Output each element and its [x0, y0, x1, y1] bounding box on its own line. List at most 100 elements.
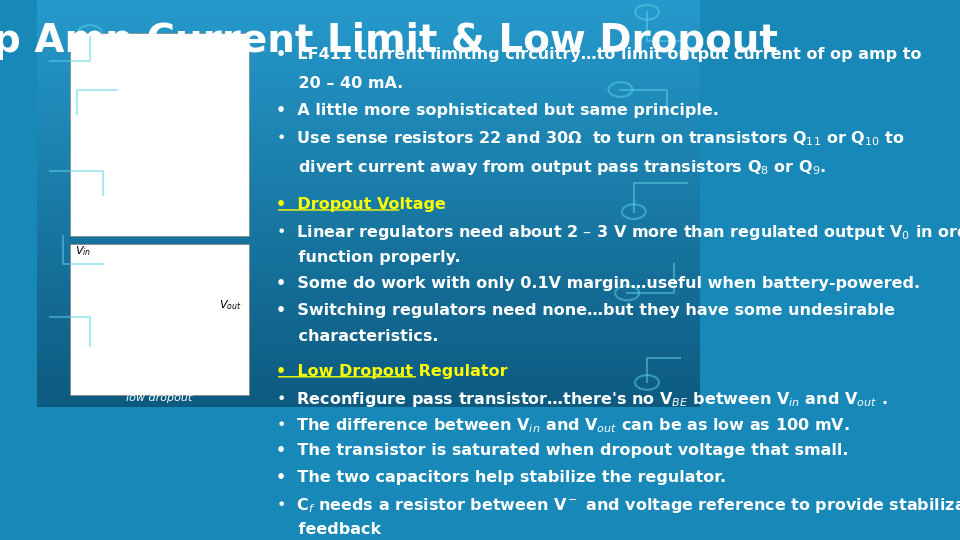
Bar	[36, 69, 700, 73]
Bar	[36, 195, 700, 199]
Bar	[36, 321, 700, 326]
Bar	[36, 146, 700, 151]
Bar	[36, 77, 700, 82]
Bar	[36, 382, 700, 387]
Bar	[36, 260, 700, 265]
Bar	[36, 191, 700, 195]
Bar	[36, 204, 700, 207]
Bar	[36, 305, 700, 309]
Bar	[36, 93, 700, 98]
Bar	[36, 21, 700, 24]
Text: •  Dropout Voltage: • Dropout Voltage	[276, 197, 445, 212]
Bar	[36, 387, 700, 390]
Bar	[36, 82, 700, 85]
Text: •  The two capacitors help stabilize the regulator.: • The two capacitors help stabilize the …	[276, 470, 726, 484]
Bar	[36, 159, 700, 163]
Bar	[36, 362, 700, 366]
Bar	[36, 370, 700, 374]
Bar	[36, 130, 700, 134]
Bar	[36, 32, 700, 37]
Bar	[36, 273, 700, 276]
Bar	[36, 207, 700, 212]
Bar	[36, 354, 700, 358]
Text: function properly.: function properly.	[276, 250, 460, 265]
Bar	[36, 73, 700, 77]
Bar	[36, 122, 700, 126]
Text: low dropout: low dropout	[127, 393, 193, 403]
Text: feedback: feedback	[276, 523, 381, 537]
Bar	[36, 379, 700, 382]
Bar	[36, 16, 700, 21]
Text: characteristics.: characteristics.	[276, 329, 438, 344]
Bar	[36, 313, 700, 318]
Bar	[36, 163, 700, 167]
Text: Op Amp Current Limit & Low Dropout: Op Amp Current Limit & Low Dropout	[0, 22, 778, 60]
Text: •  Switching regulators need none…but they have some undesirable: • Switching regulators need none…but the…	[276, 303, 895, 318]
Bar	[36, 12, 700, 16]
Bar	[36, 8, 700, 12]
Bar	[36, 395, 700, 399]
Bar	[36, 318, 700, 321]
Bar	[36, 114, 700, 118]
Bar	[36, 276, 700, 281]
Bar	[36, 167, 700, 171]
Bar	[36, 338, 700, 342]
Bar	[36, 53, 700, 57]
Bar	[36, 154, 700, 159]
Bar	[36, 346, 700, 350]
Bar	[36, 224, 700, 228]
Bar	[36, 199, 700, 204]
Bar	[36, 24, 700, 29]
Bar	[36, 289, 700, 293]
Bar	[36, 297, 700, 301]
Bar	[36, 110, 700, 114]
Text: •  Use sense resistors 22 and 30Ω  to turn on transistors Q$_{11}$ or Q$_{10}$ t: • Use sense resistors 22 and 30Ω to turn…	[276, 129, 904, 148]
Bar	[36, 232, 700, 236]
Bar	[36, 179, 700, 183]
Bar	[36, 0, 700, 4]
Bar	[36, 4, 700, 8]
Bar	[36, 29, 700, 32]
Text: •  C$_f$ needs a resistor between V$^-$ and voltage reference to provide stabili: • C$_f$ needs a resistor between V$^-$ a…	[276, 496, 960, 515]
Bar	[36, 281, 700, 285]
Bar	[36, 309, 700, 313]
Bar	[36, 134, 700, 138]
Bar	[36, 268, 700, 273]
Bar	[36, 90, 700, 93]
Bar	[36, 49, 700, 53]
Bar	[36, 236, 700, 240]
Bar	[36, 326, 700, 329]
Bar	[36, 126, 700, 130]
Bar	[36, 399, 700, 403]
Bar	[36, 240, 700, 244]
Bar	[36, 265, 700, 268]
FancyBboxPatch shape	[70, 244, 250, 395]
Bar	[36, 293, 700, 297]
Text: •  LF411 current limiting circuitry…to limit output current of op amp to: • LF411 current limiting circuitry…to li…	[276, 47, 922, 62]
Bar	[36, 106, 700, 110]
Text: $V_{in}$: $V_{in}$	[76, 244, 91, 258]
Bar	[36, 220, 700, 224]
Text: •  Linear regulators need about 2 – 3 V more than regulated output V$_0$ in orde: • Linear regulators need about 2 – 3 V m…	[276, 224, 960, 242]
Text: divert current away from output pass transistors Q$_{8}$ or Q$_{9}$.: divert current away from output pass tra…	[276, 158, 826, 177]
Bar	[36, 252, 700, 256]
Bar	[36, 403, 700, 407]
Bar	[36, 358, 700, 362]
Bar	[36, 118, 700, 122]
Bar	[36, 187, 700, 191]
Bar	[36, 102, 700, 106]
Bar	[36, 143, 700, 146]
FancyBboxPatch shape	[70, 32, 250, 236]
Bar	[36, 61, 700, 65]
Text: •  Some do work with only 0.1V margin…useful when battery-powered.: • Some do work with only 0.1V margin…use…	[276, 276, 920, 291]
Text: •  Reconfigure pass transistor…there's no V$_{BE}$ between V$_{in}$ and V$_{out}: • Reconfigure pass transistor…there's no…	[276, 390, 887, 409]
Bar	[36, 40, 700, 45]
Bar	[36, 45, 700, 49]
Bar	[36, 301, 700, 305]
Bar	[36, 329, 700, 334]
Bar	[36, 285, 700, 289]
Text: •  The transistor is saturated when dropout voltage that small.: • The transistor is saturated when dropo…	[276, 443, 849, 458]
Bar	[36, 374, 700, 379]
Bar	[36, 151, 700, 154]
Bar	[36, 248, 700, 252]
